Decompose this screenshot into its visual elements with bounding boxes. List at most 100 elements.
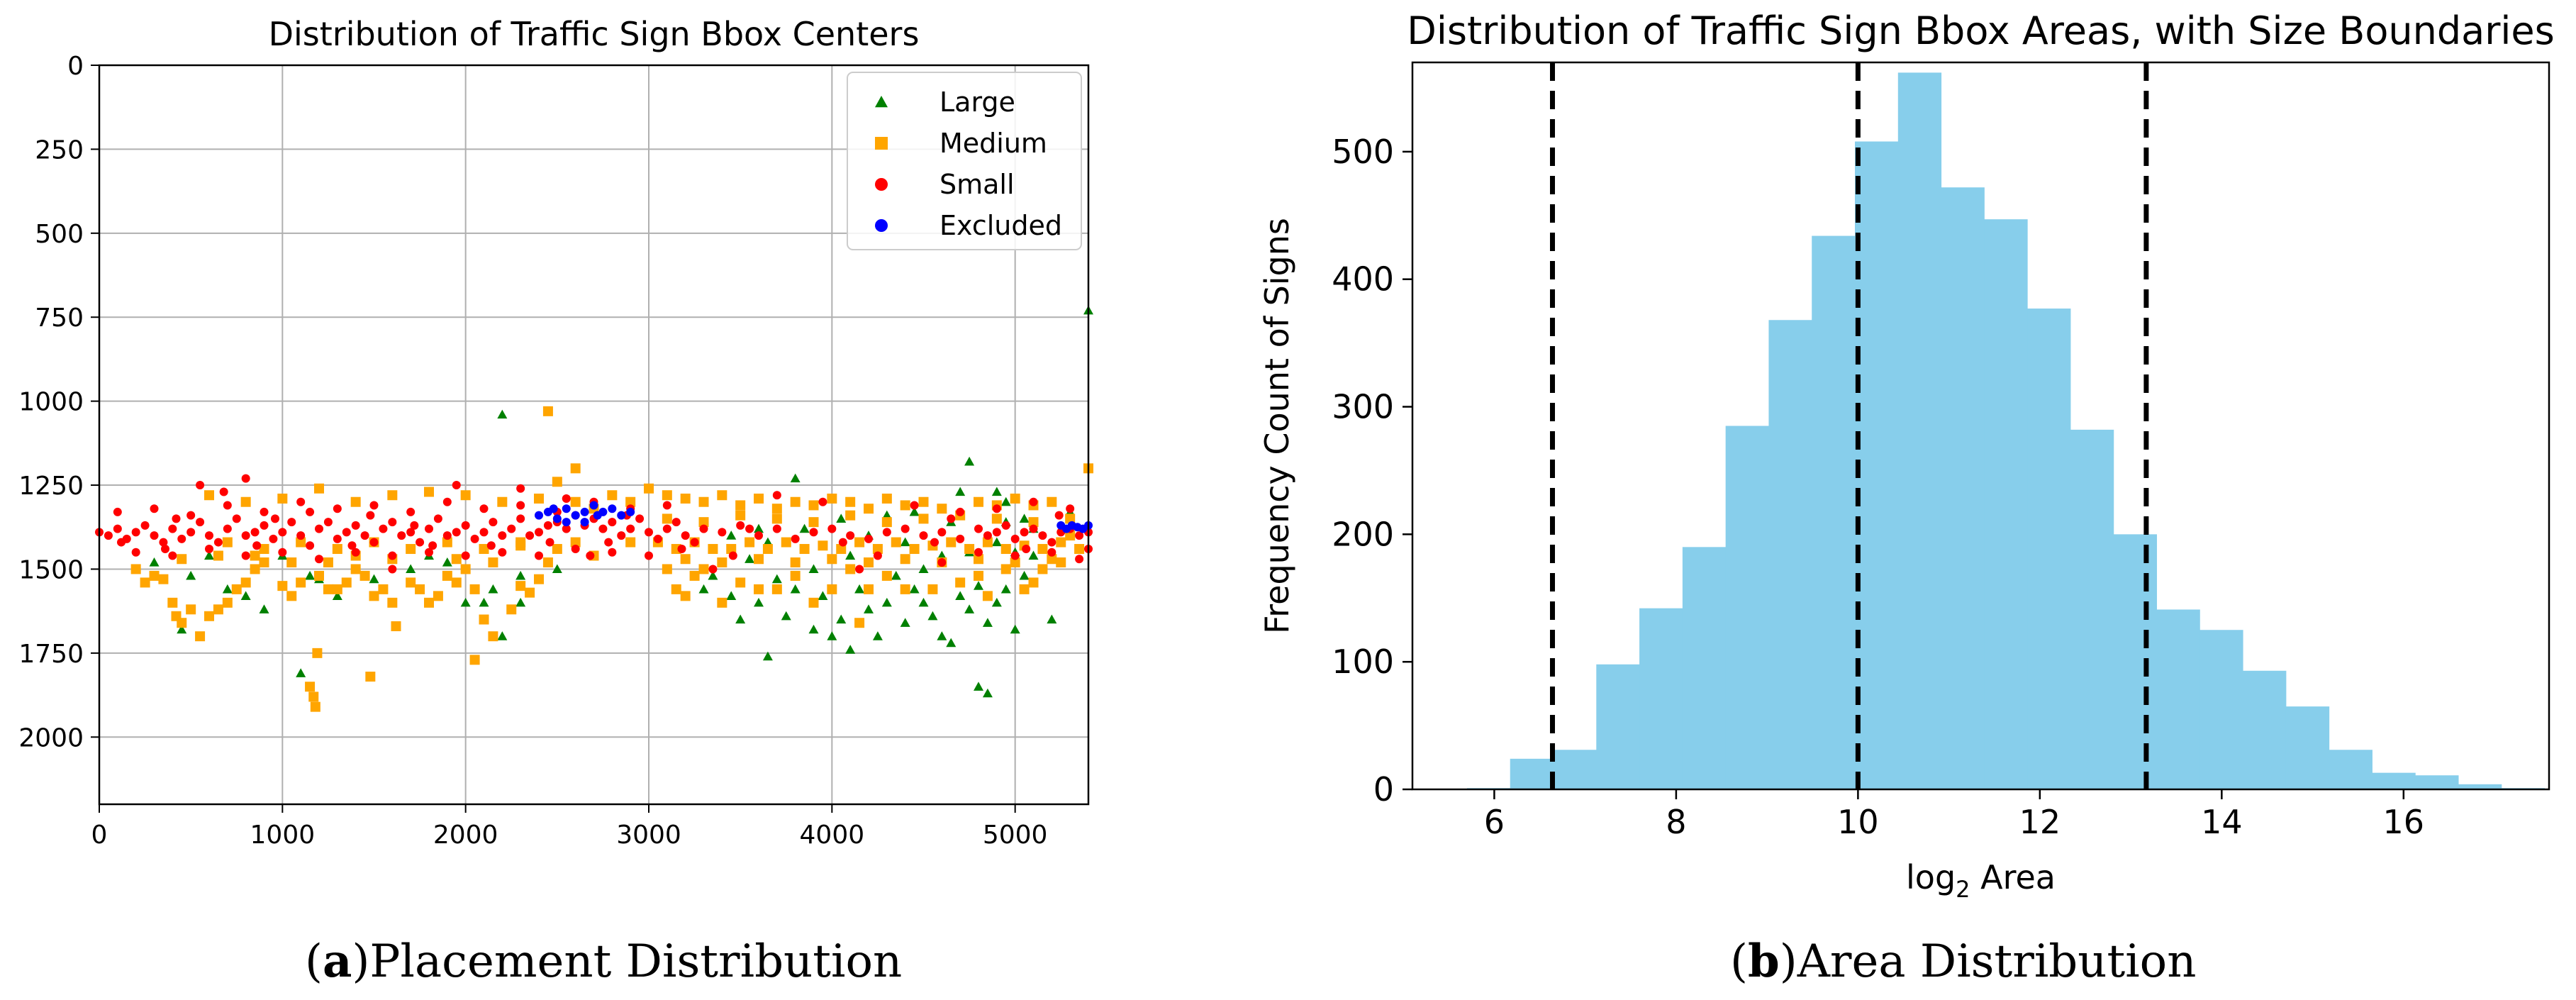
scatter-point-excluded bbox=[535, 511, 543, 520]
scatter-point-large bbox=[149, 557, 160, 567]
scatter-point-medium bbox=[332, 544, 342, 555]
scatter-point-small bbox=[333, 534, 342, 543]
scatter-point-medium bbox=[323, 557, 333, 567]
scatter-point-medium bbox=[1028, 517, 1039, 528]
scatter-point-medium bbox=[240, 577, 251, 588]
scatter-point-medium bbox=[662, 490, 672, 501]
scatter-point-small bbox=[662, 524, 671, 533]
x-tick-label: 1000 bbox=[250, 821, 316, 850]
scatter-point-large bbox=[881, 597, 892, 607]
scatter-plot: Distribution of Traffic Sign Bbox Center… bbox=[18, 15, 1093, 850]
scatter-point-small bbox=[645, 551, 653, 560]
scatter-point-small bbox=[168, 524, 177, 533]
x-tick-label: 6 bbox=[1484, 803, 1505, 841]
scatter-point-large bbox=[790, 584, 801, 594]
scatter-point-large bbox=[1019, 570, 1030, 580]
scatter-point-small bbox=[150, 504, 159, 513]
scatter-point-medium bbox=[312, 648, 323, 658]
scatter-point-large bbox=[1000, 496, 1011, 506]
scatter-point-large bbox=[488, 584, 498, 594]
legend-marker-large bbox=[875, 96, 888, 108]
scatter-point-small bbox=[827, 524, 837, 533]
scatter-point-medium bbox=[469, 655, 480, 665]
scatter-point-medium bbox=[918, 496, 929, 507]
histogram-plot: Distribution of Traffic Sign Bbox Areas,… bbox=[1258, 9, 2555, 903]
scatter-point-medium bbox=[680, 591, 691, 601]
scatter-point-large bbox=[864, 604, 874, 613]
legend-label-small: Small bbox=[939, 169, 1015, 200]
scatter-point-small bbox=[241, 551, 250, 560]
scatter-point-small bbox=[150, 531, 159, 540]
scatter-point-large bbox=[991, 487, 1002, 496]
x-tick-label: 10 bbox=[1837, 803, 1879, 841]
scatter-point-small bbox=[333, 504, 342, 513]
scatter-point-medium bbox=[415, 584, 425, 594]
scatter-point-medium bbox=[365, 672, 376, 682]
scatter-point-medium bbox=[387, 597, 398, 608]
histogram-bar bbox=[1768, 320, 1812, 789]
scatter-point-medium bbox=[369, 591, 379, 601]
scatter-point-large bbox=[406, 564, 416, 574]
scatter-point-medium bbox=[1000, 564, 1011, 574]
scatter-point-medium bbox=[305, 682, 316, 692]
scatter-point-small bbox=[754, 531, 763, 540]
scatter-point-large bbox=[259, 604, 269, 613]
scatter-point-small bbox=[442, 531, 452, 540]
scatter-point-small bbox=[681, 531, 690, 540]
scatter-point-small bbox=[461, 521, 470, 530]
scatter-point-small bbox=[452, 528, 461, 537]
scatter-point-medium bbox=[955, 577, 966, 588]
scatter-point-small bbox=[223, 501, 232, 510]
scatter-point-medium bbox=[818, 540, 828, 551]
scatter-point-small bbox=[653, 534, 662, 543]
scatter-point-medium bbox=[314, 570, 324, 581]
scatter-point-small bbox=[516, 514, 525, 523]
scatter-point-small bbox=[168, 551, 177, 560]
scatter-point-small bbox=[186, 511, 196, 520]
scatter-point-medium bbox=[1028, 577, 1039, 588]
scatter-point-large bbox=[726, 530, 737, 540]
scatter-point-large bbox=[186, 570, 196, 580]
scatter-point-medium bbox=[140, 577, 150, 588]
y-tick-label: 500 bbox=[35, 220, 84, 249]
scatter-point-large bbox=[964, 604, 975, 613]
scatter-point-large bbox=[762, 537, 773, 547]
scatter-point-small bbox=[635, 514, 645, 523]
scatter-point-small bbox=[937, 557, 947, 567]
scatter-point-small bbox=[846, 531, 855, 540]
scatter-point-medium bbox=[442, 570, 452, 581]
scatter-points bbox=[95, 305, 1093, 712]
scatter-point-small bbox=[232, 514, 241, 523]
scatter-point-medium bbox=[1047, 496, 1057, 507]
scatter-point-large bbox=[872, 631, 883, 640]
scatter-point-medium bbox=[625, 496, 636, 507]
histogram-bar bbox=[2243, 670, 2287, 789]
scatter-point-small bbox=[809, 528, 818, 537]
scatter-point-medium bbox=[708, 544, 718, 555]
histogram-bar bbox=[1941, 187, 1985, 790]
scatter-point-small bbox=[323, 518, 333, 527]
scatter-point-large bbox=[460, 597, 471, 607]
scatter-point-medium bbox=[827, 554, 837, 565]
scatter-point-small bbox=[535, 551, 543, 560]
scatter-point-medium bbox=[771, 504, 782, 514]
scatter-point-small bbox=[1022, 545, 1031, 554]
scatter-point-small bbox=[315, 555, 323, 564]
x-tick-label: 8 bbox=[1666, 803, 1686, 841]
scatter-point-medium bbox=[909, 544, 920, 555]
scatter-point-medium bbox=[974, 496, 983, 507]
scatter-point-medium bbox=[570, 537, 581, 548]
scatter-point-large bbox=[982, 618, 993, 627]
scatter-point-medium bbox=[240, 496, 251, 507]
y-tick-label: 0 bbox=[1373, 770, 1394, 809]
scatter-point-large bbox=[818, 591, 828, 600]
scatter-point-small bbox=[388, 565, 397, 574]
scatter-point-small bbox=[410, 521, 419, 530]
scatter-point-small bbox=[718, 528, 727, 537]
scatter-point-medium bbox=[277, 581, 288, 591]
scatter-point-small bbox=[351, 521, 360, 530]
scatter-point-large bbox=[1000, 584, 1011, 594]
scatter-point-large bbox=[845, 645, 856, 654]
scatter-point-medium bbox=[964, 544, 975, 555]
scatter-point-large bbox=[955, 591, 966, 600]
